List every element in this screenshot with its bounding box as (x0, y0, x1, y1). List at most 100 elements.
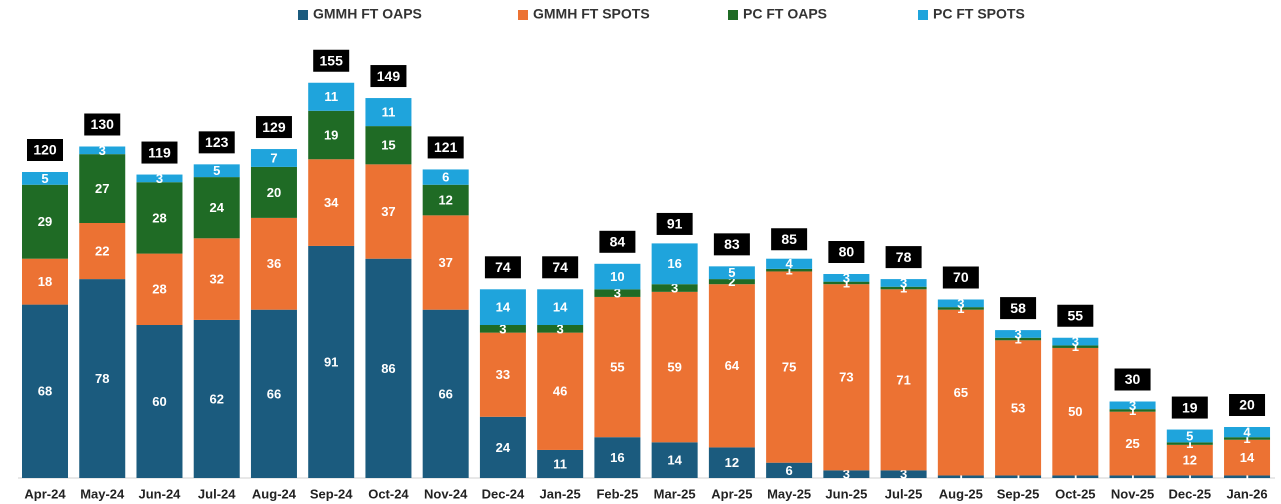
segment-label: 15 (381, 138, 395, 153)
segment-label: 1 (1243, 431, 1250, 446)
x-tick-label: Sep-25 (997, 486, 1040, 501)
segment-label: 29 (38, 214, 52, 229)
bar-segment (766, 268, 813, 272)
legend-swatch (918, 10, 928, 20)
segment-label: 65 (954, 385, 968, 400)
bar-segment (308, 245, 355, 478)
legend-label: PC FT SPOTS (933, 6, 1025, 22)
total-box (542, 256, 579, 279)
segment-label: 28 (152, 282, 166, 297)
segment-label: 3 (957, 296, 964, 311)
total-box (427, 136, 464, 159)
total-box (1229, 394, 1266, 416)
total-label: 121 (434, 139, 458, 155)
x-tick-label: Oct-24 (368, 486, 409, 501)
bar-segment (537, 289, 584, 325)
total-box (942, 266, 979, 289)
total-box (27, 139, 63, 161)
segment-label: 33 (496, 367, 510, 382)
bar-segment (880, 470, 927, 478)
segment-label: 1 (1014, 469, 1021, 484)
bar-segment (651, 243, 698, 285)
bar-segment (995, 337, 1042, 341)
bar-segment (708, 447, 755, 478)
bar-segment (1052, 347, 1099, 476)
segment-label: 12 (438, 192, 452, 207)
total-box (484, 256, 521, 279)
total-label: 19 (1182, 399, 1198, 415)
legend-swatch (298, 10, 308, 20)
bar-segment (937, 307, 984, 310)
total-label: 120 (33, 142, 57, 158)
bar-segment (136, 325, 183, 478)
segment-label: 91 (324, 354, 338, 369)
total-label: 70 (953, 269, 969, 285)
bar-segment (250, 149, 297, 167)
total-box (1114, 368, 1151, 391)
total-box (599, 230, 636, 253)
segment-label: 5 (213, 163, 220, 178)
bar-segment (250, 166, 297, 218)
total-box (313, 49, 350, 72)
bar-segment (995, 330, 1042, 338)
total-box (198, 131, 235, 154)
segment-label: 3 (614, 286, 621, 301)
segment-label: 53 (1011, 400, 1025, 415)
total-label: 85 (781, 231, 797, 247)
legend-label: GMMH FT SPOTS (533, 6, 650, 22)
segment-label: 66 (438, 386, 452, 401)
segment-label: 64 (725, 358, 740, 373)
total-label: 78 (896, 249, 912, 265)
segment-label: 5 (1186, 428, 1193, 443)
bar-segment (937, 309, 984, 476)
bar-segment (1224, 427, 1271, 438)
bar-segment (995, 340, 1042, 476)
bar-segment (594, 437, 641, 478)
segment-label: 6 (442, 170, 449, 185)
total-label: 155 (320, 52, 344, 68)
bar-segment (79, 223, 126, 280)
segment-label: 50 (1068, 404, 1082, 419)
segment-label: 12 (725, 455, 739, 470)
x-tick-label: Dec-24 (482, 486, 525, 501)
segment-label: 1 (900, 280, 907, 295)
segment-label: 3 (900, 467, 907, 482)
segment-label: 3 (1014, 326, 1021, 341)
segment-label: 1 (1072, 469, 1079, 484)
bar-segment (1224, 437, 1271, 440)
total-box (1000, 297, 1037, 320)
bar-segment (365, 98, 412, 127)
bar-segment (479, 416, 526, 478)
segment-label: 4 (786, 256, 794, 271)
segment-label: 11 (553, 456, 567, 471)
segment-label: 3 (156, 171, 163, 186)
x-tick-label: Oct-25 (1055, 486, 1095, 501)
segment-label: 78 (95, 371, 109, 386)
segment-label: 1 (1014, 331, 1021, 346)
bar-segment (537, 332, 584, 450)
segment-label: 4 (1243, 425, 1251, 440)
segment-label: 1 (1186, 469, 1193, 484)
bar-segment (193, 164, 240, 178)
bar-segment (308, 110, 355, 160)
segment-label: 32 (209, 272, 223, 287)
legend-label: PC FT OAPS (743, 6, 827, 22)
segment-label: 14 (1240, 450, 1255, 465)
bar-segment (422, 184, 469, 216)
bar-segment (1166, 444, 1213, 476)
bar-segment (937, 299, 984, 308)
segment-label: 5 (728, 265, 735, 280)
x-tick-label: Mar-25 (654, 486, 696, 501)
x-tick-label: Feb-25 (596, 486, 638, 501)
legend-swatch (518, 10, 528, 20)
bar-segment (250, 309, 297, 478)
bar-segment (537, 325, 584, 333)
total-label: 58 (1010, 300, 1026, 316)
segment-label: 20 (267, 185, 281, 200)
total-label: 119 (148, 144, 171, 160)
segment-label: 14 (496, 300, 511, 315)
bar-segment (1052, 345, 1099, 348)
total-label: 123 (205, 134, 229, 150)
bar-segment (193, 319, 240, 478)
bar-segment (1052, 337, 1099, 346)
